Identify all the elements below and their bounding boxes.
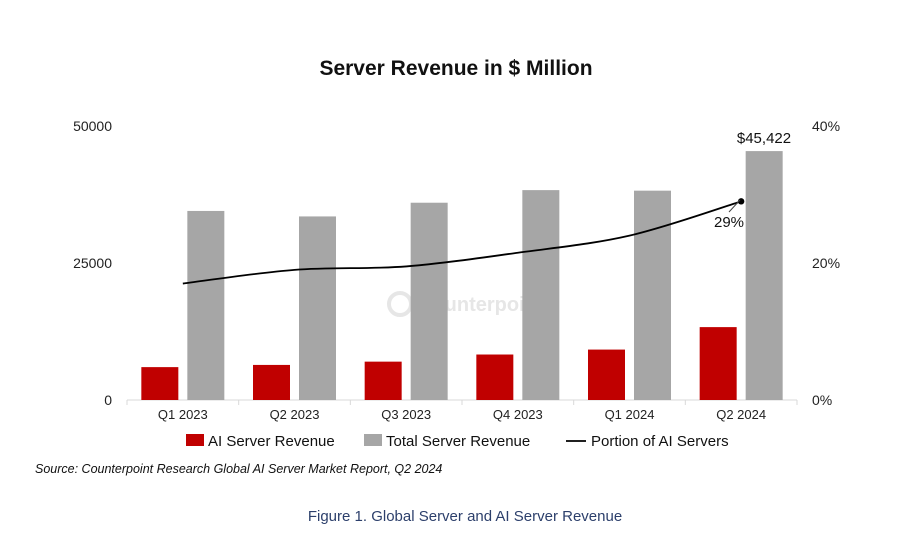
- legend-swatch-total: [364, 434, 382, 446]
- source-note: Source: Counterpoint Research Global AI …: [35, 462, 442, 476]
- ai-revenue-bar: [253, 364, 290, 400]
- x-tick-label: Q4 2023: [493, 407, 543, 422]
- figure-caption: Figure 1. Global Server and AI Server Re…: [308, 508, 622, 525]
- ai-revenue-bar: [699, 327, 737, 400]
- total-revenue-bar: [410, 202, 448, 400]
- y-right-tick-label: 0%: [812, 392, 832, 408]
- y-right-tick-label: 20%: [812, 255, 840, 271]
- x-tick-label: Q3 2023: [381, 407, 431, 422]
- last-total-annotation: $45,422: [737, 130, 791, 147]
- portion-ai-line: [182, 200, 742, 285]
- y-right-tick-label: 40%: [812, 118, 840, 134]
- x-tick-label: Q2 2023: [270, 407, 320, 422]
- total-revenue-bar: [522, 190, 560, 400]
- x-tick-label: Q1 2024: [605, 407, 655, 422]
- portion-leader-line: [728, 199, 741, 213]
- ai-revenue-bar: [364, 361, 402, 400]
- ai-revenue-bar: [476, 354, 514, 400]
- total-revenue-bar: [745, 151, 783, 400]
- watermark-text: Counterpoint: [418, 294, 544, 316]
- total-revenue-bar: [299, 216, 336, 400]
- y-left-tick-label: 0: [104, 392, 112, 408]
- watermark-logo-icon: [387, 291, 413, 317]
- y-left-tick-label: 50000: [73, 118, 112, 134]
- legend: AI Server Revenue Total Server Revenue P…: [186, 433, 729, 450]
- ai-revenue-bar: [141, 367, 179, 400]
- chart-title: Server Revenue in $ Million: [319, 57, 592, 80]
- x-tick-label: Q1 2023: [158, 407, 208, 422]
- y-left-tick-label: 25000: [73, 255, 112, 271]
- legend-label-ai: AI Server Revenue: [208, 433, 335, 450]
- last-portion-annotation: 29%: [714, 214, 744, 231]
- bars: [141, 151, 783, 400]
- legend-label-total: Total Server Revenue: [386, 433, 530, 450]
- legend-label-portion: Portion of AI Servers: [591, 433, 729, 450]
- ai-revenue-bar: [588, 349, 625, 400]
- axes: 0 25000 50000 0% 20% 40% Q1 2023 Q2 2023 Q3 2023…: [73, 118, 840, 422]
- legend-swatch-ai: [186, 434, 204, 446]
- total-revenue-bar: [187, 210, 225, 400]
- x-tick-label: Q2 2024: [716, 407, 766, 422]
- total-revenue-bar: [634, 190, 671, 400]
